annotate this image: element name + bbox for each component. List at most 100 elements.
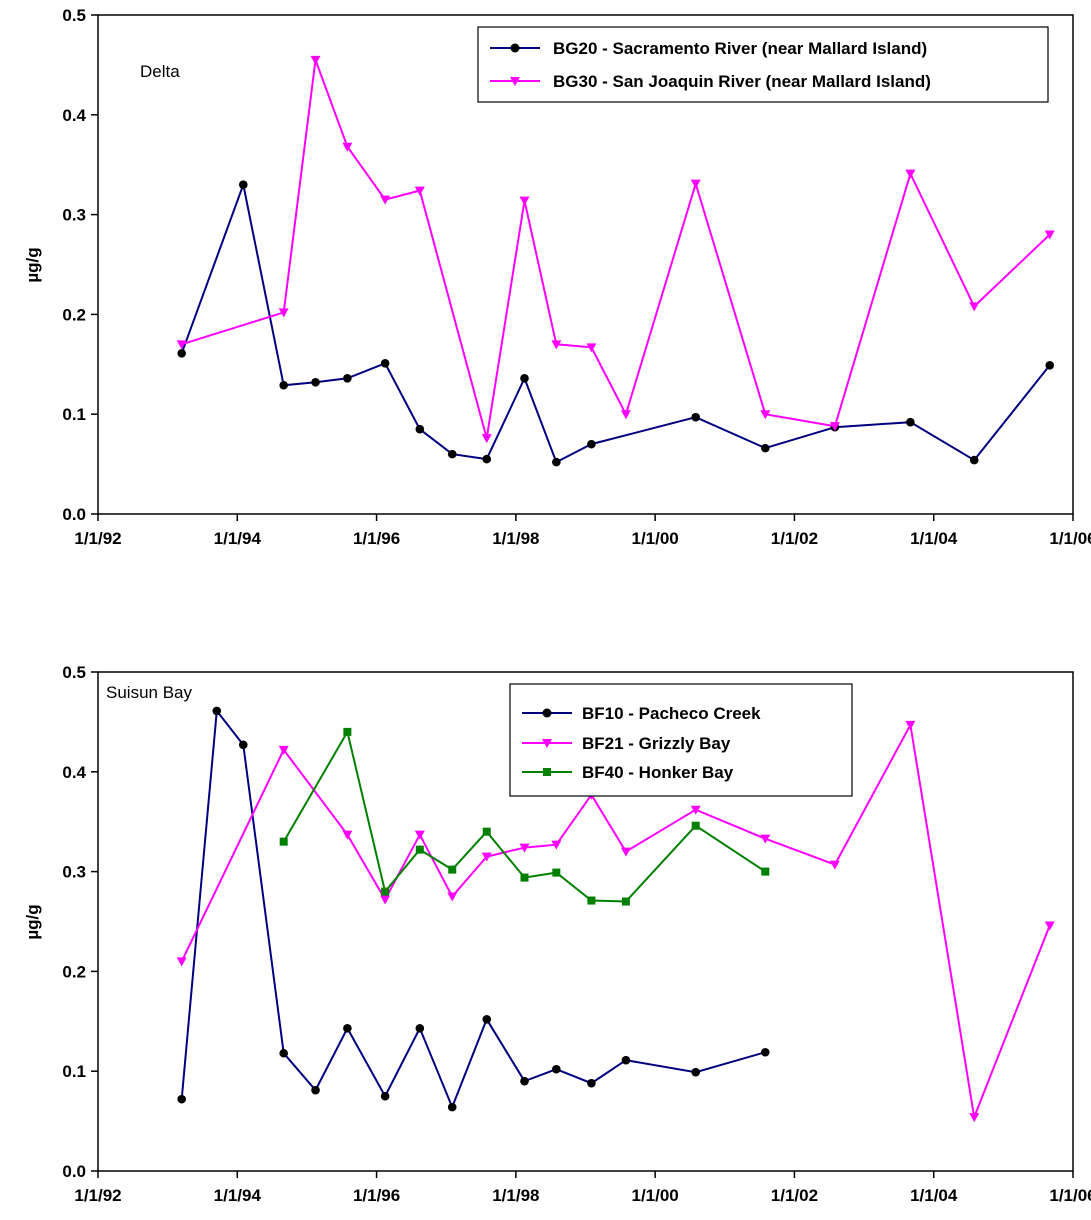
series-layer bbox=[176, 706, 1055, 1123]
legend: BG20 - Sacramento River (near Mallard Is… bbox=[477, 26, 1049, 103]
data-point-bf40 bbox=[343, 727, 352, 736]
data-point-bf21 bbox=[447, 892, 458, 902]
data-point-bf10 bbox=[520, 1076, 529, 1086]
region-annotation: Suisun Bay bbox=[106, 683, 192, 702]
data-point-bg30 bbox=[760, 410, 771, 420]
legend-marker-bf21 bbox=[542, 739, 552, 748]
y-tick-label: 0.2 bbox=[62, 305, 86, 324]
x-tick-label: 1/1/02 bbox=[771, 1186, 818, 1205]
legend-marker-bg30 bbox=[510, 77, 520, 86]
data-point-bg20 bbox=[691, 412, 700, 422]
x-tick-label: 1/1/94 bbox=[214, 529, 262, 548]
series-layer bbox=[176, 55, 1055, 467]
data-point-bg20 bbox=[482, 454, 492, 464]
x-tick-label: 1/1/00 bbox=[632, 529, 679, 548]
data-point-bf40 bbox=[621, 897, 630, 906]
data-point-bf21 bbox=[829, 860, 840, 870]
data-point-bg20 bbox=[311, 377, 320, 387]
x-tick-label: 1/1/94 bbox=[214, 1186, 262, 1205]
data-point-bf40 bbox=[552, 868, 561, 877]
x-ticks: 1/1/92 1/1/94 1/1/96 1/1/98 1/1/00 1/1/02 1/1/… bbox=[74, 514, 1091, 548]
data-point-bf10 bbox=[177, 1094, 186, 1104]
data-point-bf40 bbox=[587, 896, 596, 905]
legend-label-bg20: BG20 - Sacramento River (near Mallard Is… bbox=[553, 39, 927, 58]
x-tick-label: 1/1/96 bbox=[353, 529, 400, 548]
chart-delta: Delta µg/g 0.0 0.1 0.2 0.3 0.4 0.5 1/1/92 1/1/… bbox=[23, 6, 1091, 548]
data-point-bf21 bbox=[519, 843, 530, 853]
legend-label-bf10: BF10 - Pacheco Creek bbox=[582, 704, 761, 723]
data-point-bf21 bbox=[278, 745, 289, 755]
data-point-bg20 bbox=[279, 380, 288, 390]
data-point-bf10 bbox=[279, 1048, 288, 1058]
data-point-bf10 bbox=[587, 1078, 596, 1088]
data-point-bf21 bbox=[551, 840, 562, 850]
legend-label-bf21: BF21 - Grizzly Bay bbox=[582, 734, 731, 753]
y-tick-label: 0.5 bbox=[62, 6, 86, 25]
data-point-bg30 bbox=[414, 186, 425, 196]
y-tick-label: 0.0 bbox=[62, 505, 86, 524]
data-point-bf21 bbox=[176, 957, 187, 967]
data-point-bg30 bbox=[481, 434, 492, 444]
data-point-bg20 bbox=[447, 449, 457, 459]
data-point-bf10 bbox=[552, 1064, 561, 1074]
region-annotation: Delta bbox=[140, 62, 180, 81]
y-tick-label: 0.4 bbox=[62, 106, 86, 125]
data-point-bg20 bbox=[343, 373, 352, 383]
legend: BF10 - Pacheco Creek BF21 - Grizzly Bay … bbox=[509, 683, 853, 797]
x-tick-label: 1/1/04 bbox=[910, 1186, 958, 1205]
legend-marker-bf10 bbox=[542, 708, 552, 718]
y-tick-label: 0.3 bbox=[62, 863, 86, 882]
data-point-bf10 bbox=[760, 1047, 770, 1057]
series-line-bg20 bbox=[180, 181, 1051, 464]
data-point-bg30 bbox=[620, 410, 631, 420]
legend-marker-bg20 bbox=[510, 43, 520, 53]
data-point-bf21 bbox=[969, 1113, 980, 1123]
y-axis-label: µg/g bbox=[23, 247, 42, 282]
series-line-bf10 bbox=[180, 708, 766, 1110]
data-point-bg30 bbox=[310, 55, 321, 65]
data-point-bf40 bbox=[279, 837, 288, 846]
data-point-bf10 bbox=[212, 706, 222, 716]
legend-box bbox=[477, 26, 1049, 103]
x-tick-label: 1/1/92 bbox=[74, 1186, 121, 1205]
data-point-bf40 bbox=[691, 821, 700, 830]
data-point-bf10 bbox=[415, 1023, 425, 1033]
data-point-bf10 bbox=[621, 1055, 631, 1065]
data-point-bf21 bbox=[620, 847, 631, 857]
data-point-bg30 bbox=[278, 308, 289, 318]
data-point-bf10 bbox=[482, 1015, 492, 1024]
data-point-bf21 bbox=[414, 830, 425, 840]
data-point-bg30 bbox=[176, 340, 187, 350]
data-point-bg30 bbox=[380, 195, 391, 205]
x-tick-label: 1/1/92 bbox=[74, 529, 121, 548]
data-point-bg20 bbox=[177, 349, 186, 358]
y-tick-label: 0.1 bbox=[62, 1062, 86, 1081]
x-tick-label: 1/1/96 bbox=[353, 1186, 400, 1205]
data-point-bg20 bbox=[415, 424, 425, 434]
data-point-bg30 bbox=[969, 302, 980, 312]
y-tick-label: 0.1 bbox=[62, 405, 86, 424]
data-point-bf21 bbox=[380, 895, 391, 905]
data-point-bg20 bbox=[760, 443, 770, 453]
data-point-bf10 bbox=[238, 740, 248, 750]
x-tick-label: 1/1/04 bbox=[910, 529, 958, 548]
data-point-bf40 bbox=[448, 865, 457, 874]
data-point-bf10 bbox=[343, 1023, 352, 1033]
x-ticks: 1/1/92 1/1/94 1/1/96 1/1/98 1/1/00 1/1/02 1/1/… bbox=[74, 1171, 1091, 1205]
data-point-bg20 bbox=[380, 359, 390, 368]
series-line-bf40 bbox=[282, 729, 766, 903]
y-tick-label: 0.3 bbox=[62, 206, 86, 225]
data-point-bg30 bbox=[342, 142, 353, 152]
legend-label-bf40: BF40 - Honker Bay bbox=[582, 763, 734, 782]
x-tick-label: 1/1/98 bbox=[492, 1186, 539, 1205]
x-tick-label: 1/1/06 bbox=[1049, 529, 1091, 548]
data-point-bf21 bbox=[760, 834, 771, 844]
data-point-bf21 bbox=[342, 830, 353, 840]
data-point-bf10 bbox=[311, 1085, 320, 1095]
data-point-bf40 bbox=[482, 827, 491, 836]
chart-suisun-bay: Suisun Bay µg/g 0.0 0.1 0.2 0.3 0.4 0.5 1/1/9… bbox=[23, 663, 1091, 1205]
data-point-bf21 bbox=[1044, 921, 1055, 931]
data-point-bg20 bbox=[587, 439, 596, 449]
y-ticks: 0.0 0.1 0.2 0.3 0.4 0.5 bbox=[62, 6, 98, 524]
